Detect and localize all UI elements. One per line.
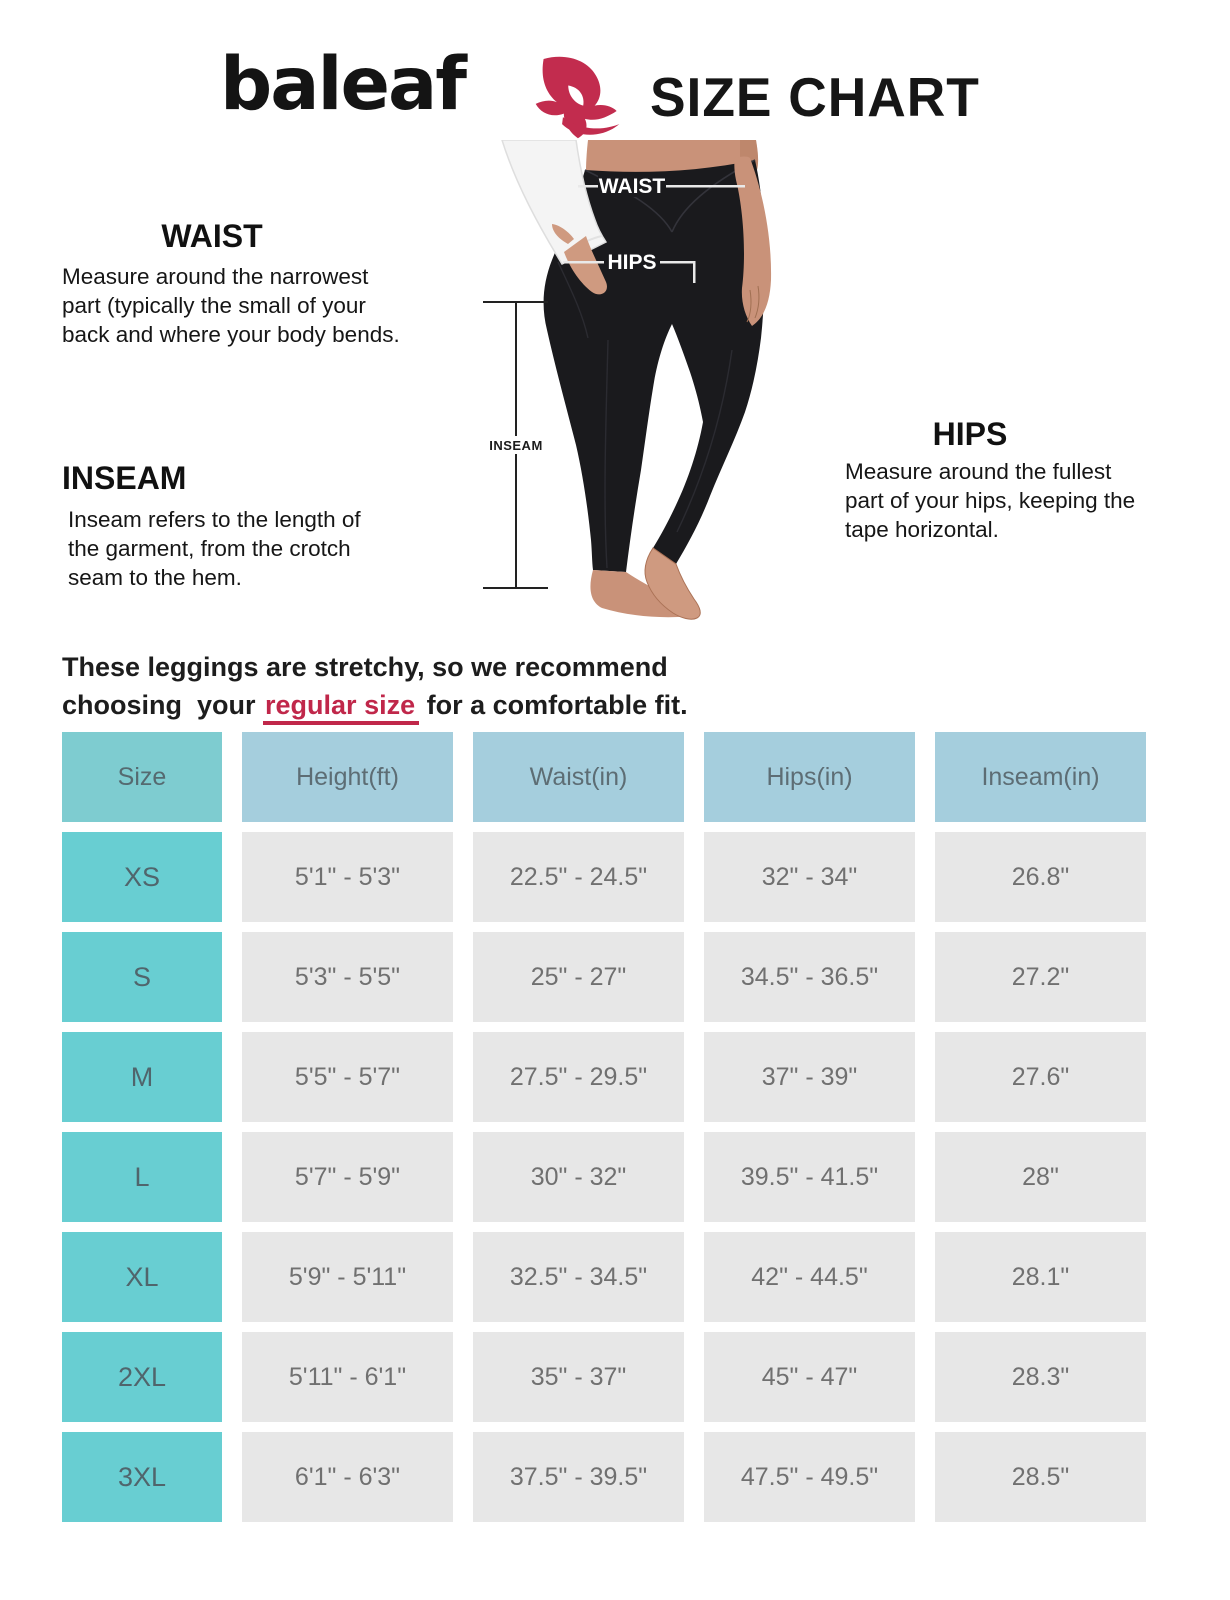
row-m-size: M — [62, 1032, 222, 1122]
figure-hips-label: HIPS — [607, 251, 656, 274]
row-3xl-inseam: 28.5" — [935, 1432, 1146, 1522]
col-header-inseam: Inseam(in) — [935, 732, 1146, 822]
brand-logo-text: baleaf — [220, 42, 467, 127]
row-xs-hips: 32" - 34" — [704, 832, 915, 922]
note-line1: These leggings are stretchy, so we recom… — [62, 652, 668, 682]
row-2xl-size: 2XL — [62, 1332, 222, 1422]
row-s-waist: 25" - 27" — [473, 932, 684, 1022]
row-s-size: S — [62, 932, 222, 1022]
inseam-section-heading: INSEAM — [62, 460, 187, 496]
fit-recommendation-note: These leggings are stretchy, so we recom… — [62, 648, 688, 725]
row-l-hips: 39.5" - 41.5" — [704, 1132, 915, 1222]
row-m-hips: 37" - 39" — [704, 1032, 915, 1122]
row-3xl-height: 6'1" - 6'3" — [242, 1432, 453, 1522]
row-xl-inseam: 28.1" — [935, 1232, 1146, 1322]
row-s-inseam: 27.2" — [935, 932, 1146, 1022]
size-table: Size Height(ft) Waist(in) Hips(in) Insea… — [62, 732, 1146, 1522]
row-xs-inseam: 26.8" — [935, 832, 1146, 922]
waist-section-body: Measure around the narrowest part (typic… — [62, 264, 400, 347]
hips-section-body: Measure around the fullest part of your … — [845, 459, 1136, 542]
row-xl-hips: 42" - 44.5" — [704, 1232, 915, 1322]
col-header-size: Size — [62, 732, 222, 822]
row-3xl-size: 3XL — [62, 1432, 222, 1522]
row-m-waist: 27.5" - 29.5" — [473, 1032, 684, 1122]
regular-size-highlight: regular size — [263, 690, 420, 725]
col-header-height: Height(ft) — [242, 732, 453, 822]
inseam-line: INSEAM — [483, 301, 548, 589]
row-xl-waist: 32.5" - 34.5" — [473, 1232, 684, 1322]
waist-section-heading: WAIST — [161, 218, 263, 254]
row-3xl-hips: 47.5" - 49.5" — [704, 1432, 915, 1522]
row-xs-waist: 22.5" - 24.5" — [473, 832, 684, 922]
inseam-section-body: Inseam refers to the length of the garme… — [68, 507, 361, 590]
row-s-height: 5'3" - 5'5" — [242, 932, 453, 1022]
row-xl-height: 5'9" - 5'11" — [242, 1232, 453, 1322]
figure-inseam-label: INSEAM — [489, 438, 543, 453]
row-2xl-height: 5'11" - 6'1" — [242, 1332, 453, 1422]
page-title: SIZE CHART — [650, 66, 980, 128]
col-header-waist: Waist(in) — [473, 732, 684, 822]
row-xs-size: XS — [62, 832, 222, 922]
figure-waist-label: WAIST — [599, 175, 666, 198]
row-2xl-waist: 35" - 37" — [473, 1332, 684, 1422]
col-header-hips: Hips(in) — [704, 732, 915, 822]
leggings-figure: WAIST HIPS INSEAM — [483, 140, 772, 620]
row-m-height: 5'5" - 5'7" — [242, 1032, 453, 1122]
row-xs-height: 5'1" - 5'3" — [242, 832, 453, 922]
row-2xl-inseam: 28.3" — [935, 1332, 1146, 1422]
row-3xl-waist: 37.5" - 39.5" — [473, 1432, 684, 1522]
row-xl-size: XL — [62, 1232, 222, 1322]
note-line2: choosing your regular size for a comfort… — [62, 686, 688, 725]
row-l-waist: 30" - 32" — [473, 1132, 684, 1222]
row-m-inseam: 27.6" — [935, 1032, 1146, 1122]
row-l-size: L — [62, 1132, 222, 1222]
row-s-hips: 34.5" - 36.5" — [704, 932, 915, 1022]
row-l-height: 5'7" - 5'9" — [242, 1132, 453, 1222]
hips-section-heading: HIPS — [932, 416, 1008, 452]
row-l-inseam: 28" — [935, 1132, 1146, 1222]
row-2xl-hips: 45" - 47" — [704, 1332, 915, 1422]
baleaf-leaf-icon — [535, 56, 620, 139]
